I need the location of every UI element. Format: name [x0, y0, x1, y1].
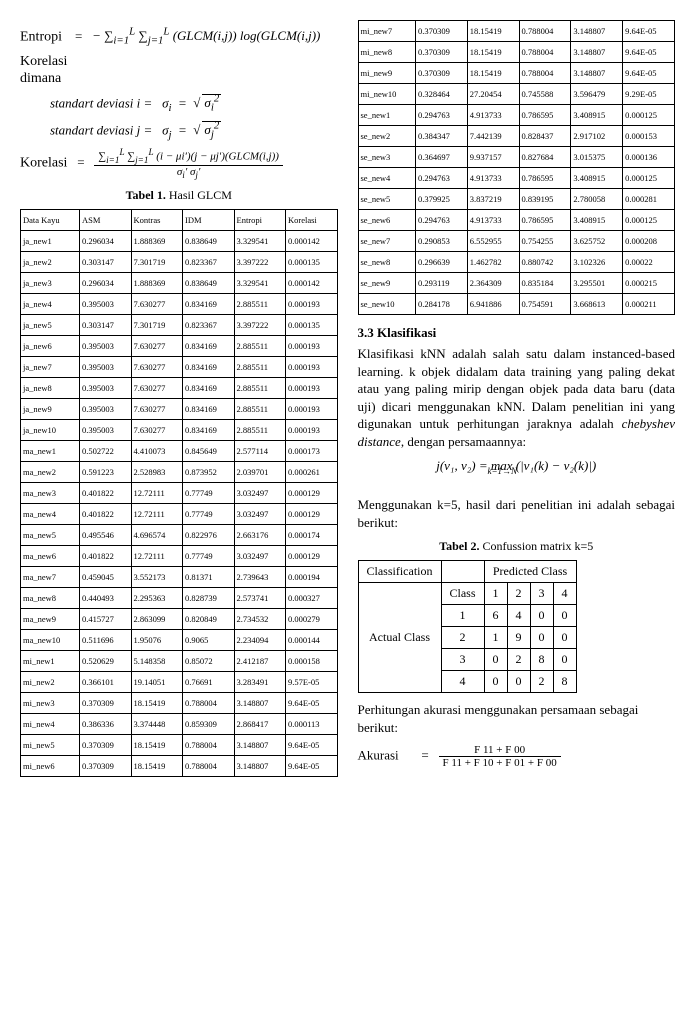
table-row: mi_new60.37030918.154190.7880043.1488079… — [21, 755, 338, 776]
table-row: mi_new80.37030918.154190.7880043.1488079… — [358, 42, 675, 63]
table-row: mi_new90.37030918.154190.7880043.1488079… — [358, 63, 675, 84]
table-row: se_new80.2966391.4627820.8807423.1023260… — [358, 252, 675, 273]
table-row: ma_new100.5116961.950760.90652.2340940.0… — [21, 629, 338, 650]
akurasi-text: Perhitungan akurasi menggunakan persamaa… — [358, 701, 676, 736]
entropy-formula: Entropi = − ∑i=1L ∑j=1L (GLCM(i,j)) log(… — [20, 26, 338, 47]
akurasi-formula: Akurasi = F 11 + F 00 F 11 + F 10 + F 01… — [358, 744, 676, 769]
table-row: ma_new60.40182212.721110.777493.0324970.… — [21, 545, 338, 566]
table-row: mi_new100.32846427.204540.7455883.596479… — [358, 84, 675, 105]
table-row: ja_new80.3950037.6302770.8341692.8855110… — [21, 377, 338, 398]
table-row: mi_new40.3863363.3744480.8593092.8684170… — [21, 713, 338, 734]
std-j-formula: standart deviasi j = σj = σj2 — [50, 120, 338, 141]
table-row: ja_new60.3950037.6302770.8341692.8855110… — [21, 335, 338, 356]
table-row: mi_new10.5206295.1483580.850722.4121870.… — [21, 650, 338, 671]
confusion-matrix-table: Classification Predicted Class Actual Cl… — [358, 560, 577, 693]
table-row: se_new50.3799253.8372190.8391952.7800580… — [358, 189, 675, 210]
table-row: se_new70.2908536.5529550.7542553.6257520… — [358, 231, 675, 252]
page: Entropi = − ∑i=1L ∑j=1L (GLCM(i,j)) log(… — [20, 20, 675, 777]
table-row: ma_new10.5027224.4100730.8456492.5771140… — [21, 440, 338, 461]
table-row: ma_new80.4404932.2953630.8287392.5737410… — [21, 587, 338, 608]
table-row: ja_new70.3950037.6302770.8341692.8855110… — [21, 356, 338, 377]
table-row: mi_new30.37030918.154190.7880043.1488079… — [21, 692, 338, 713]
glcm-table-right: mi_new70.37030918.154190.7880043.1488079… — [358, 20, 676, 315]
entropy-label: Entropi — [20, 29, 62, 44]
std-i-formula: standart deviasi i = σi = σi2 — [50, 93, 338, 114]
table-row: mi_new20.36610119.140510.766913.2834919.… — [21, 671, 338, 692]
table-row: ma_new40.40182212.721110.777493.0324970.… — [21, 503, 338, 524]
table-row: ma_new20.5912232.5289830.8739522.0397010… — [21, 461, 338, 482]
korelasi-formula: Korelasi = ∑i=1L ∑j=1L (i − μi′)(j − μj′… — [20, 147, 338, 180]
korelasi-word: Korelasi dimana — [20, 53, 338, 87]
table-header-row: Data Kayu ASM Kontras IDM Entropi Korela… — [21, 209, 338, 230]
table-row: se_new100.2841786.9418860.7545913.668613… — [358, 294, 675, 315]
table-row: ja_new40.3950037.6302770.8341692.8855110… — [21, 293, 338, 314]
table-row: se_new40.2947634.9137330.7865953.4089150… — [358, 168, 675, 189]
table-row: Actual Class Class 1 2 3 4 — [358, 583, 576, 605]
table-row: ja_new10.2960341.8883690.8386493.3295410… — [21, 230, 338, 251]
table-row: se_new30.3646979.9371570.8276843.0153750… — [358, 147, 675, 168]
table-row: ja_new20.3031477.3017190.8233673.3972220… — [21, 251, 338, 272]
table-row: ja_new100.3950037.6302770.8341692.885511… — [21, 419, 338, 440]
table-row: ma_new50.4955464.6965740.8229762.6631760… — [21, 524, 338, 545]
table-row: ma_new70.4590453.5521730.813712.7396430.… — [21, 566, 338, 587]
table-row: se_new20.3843477.4421390.8284372.9171020… — [358, 126, 675, 147]
table-row: ma_new30.40182212.721110.777493.0324970.… — [21, 482, 338, 503]
table-row: mi_new50.37030918.154190.7880043.1488079… — [21, 734, 338, 755]
table1-caption: Tabel 1. Hasil GLCM — [20, 188, 338, 203]
table-row: ma_new90.4157272.8630990.8208492.7345320… — [21, 608, 338, 629]
table-row: ja_new90.3950037.6302770.8341692.8855110… — [21, 398, 338, 419]
chebyshev-formula: j(v₁, v₂) = max (|v₁(k) − v₂(k)|) k=1→N — [358, 458, 676, 490]
eq-sign: = — [75, 28, 82, 43]
k5-text: Menggunakan k=5, hasil dari penelitian i… — [358, 496, 676, 531]
table-row: mi_new70.37030918.154190.7880043.1488079… — [358, 21, 675, 42]
table-row: ja_new50.3031477.3017190.8233673.3972220… — [21, 314, 338, 335]
entropy-rhs: − ∑i=1L ∑j=1L (GLCM(i,j)) log(GLCM(i,j)) — [92, 28, 320, 43]
table-row: se_new60.2947634.9137330.7865953.4089150… — [358, 210, 675, 231]
section-33-title: 3.3 Klasifikasi — [358, 325, 676, 341]
right-column: mi_new70.37030918.154190.7880043.1488079… — [358, 20, 676, 777]
left-column: Entropi = − ∑i=1L ∑j=1L (GLCM(i,j)) log(… — [20, 20, 338, 777]
table-row: Classification Predicted Class — [358, 561, 576, 583]
table2-caption: Tabel 2. Confussion matrix k=5 — [358, 539, 676, 554]
glcm-table-left: Data Kayu ASM Kontras IDM Entropi Korela… — [20, 209, 338, 777]
table-row: se_new10.2947634.9137330.7865953.4089150… — [358, 105, 675, 126]
table-row: se_new90.2931192.3643090.8351843.2955010… — [358, 273, 675, 294]
table-row: ja_new30.2960341.8883690.8386493.3295410… — [21, 272, 338, 293]
section-33-body: Klasifikasi kNN adalah salah satu dalam … — [358, 345, 676, 450]
